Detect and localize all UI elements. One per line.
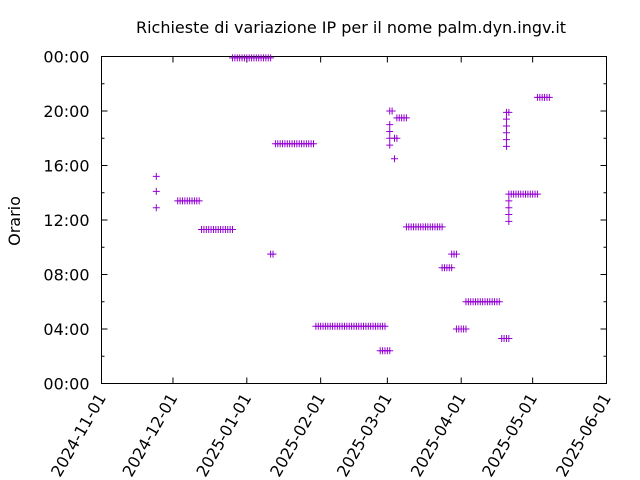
x-tick-label: 2024-12-01: [118, 390, 181, 480]
data-point: [505, 211, 513, 219]
data-point: [545, 93, 553, 101]
data-point: [267, 54, 275, 62]
data-point: [502, 122, 510, 130]
data-point: [502, 115, 510, 123]
data-point: [393, 134, 401, 142]
data-point: [505, 197, 513, 205]
data-point: [452, 250, 460, 258]
y-tick-label: 04:00: [43, 320, 89, 339]
data-point: [505, 335, 513, 343]
data-point: [505, 204, 513, 212]
y-tick-label: 00:00: [43, 375, 89, 394]
data-point: [152, 204, 160, 212]
data-point: [402, 114, 410, 122]
y-tick-label: 12:00: [43, 211, 89, 230]
plot-area-frame: [101, 56, 607, 384]
y-tick-label: 00:00: [43, 48, 89, 67]
x-tick-label: 2025-02-01: [266, 390, 329, 480]
chart-title: Richieste di variazione IP per il nome p…: [136, 18, 566, 37]
y-tick-label: 20:00: [43, 102, 89, 121]
data-point: [388, 107, 396, 115]
data-point: [448, 264, 456, 272]
data-point: [269, 250, 277, 258]
data-point: [502, 129, 510, 137]
data-point: [229, 226, 237, 234]
data-point: [495, 298, 503, 306]
x-tick-label: 2025-04-01: [407, 390, 470, 480]
x-tick-label: 2025-03-01: [333, 390, 396, 480]
data-points: [152, 54, 553, 355]
x-tick-label: 2025-05-01: [478, 390, 541, 480]
data-point: [386, 347, 394, 355]
data-point: [462, 325, 470, 333]
x-tick-label: 2025-06-01: [552, 390, 615, 480]
data-point: [386, 141, 394, 149]
data-point: [381, 322, 389, 330]
y-tick-label: 16:00: [43, 157, 89, 176]
data-point: [505, 108, 513, 116]
data-point: [152, 172, 160, 180]
y-axis-ticks: 00:00 04:00 08:00 12:00 16:00 20:00 00:00: [43, 48, 607, 394]
data-point: [438, 223, 446, 231]
data-point: [195, 197, 203, 205]
data-point: [533, 190, 541, 198]
data-point: [386, 127, 394, 135]
data-point: [152, 187, 160, 195]
data-point: [502, 136, 510, 144]
y-tick-label: 08:00: [43, 266, 89, 285]
data-point: [505, 217, 513, 225]
x-axis-ticks: 2024-11-01 2024-12-01 2025-01-01 2025-02-01…: [47, 56, 615, 480]
data-point: [390, 155, 398, 163]
data-point: [386, 121, 394, 129]
x-tick-label: 2025-01-01: [192, 390, 255, 480]
data-point: [310, 140, 318, 148]
y-axis-label: Orario: [5, 196, 24, 246]
data-point: [502, 142, 510, 150]
x-tick-label: 2024-11-01: [47, 390, 110, 480]
